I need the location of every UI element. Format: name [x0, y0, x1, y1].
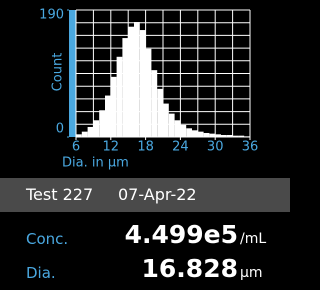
x-tick-label: 12: [103, 140, 120, 155]
histogram-bar: [151, 70, 158, 137]
histogram-bar: [226, 134, 233, 137]
row-unit: /mL: [240, 231, 267, 247]
histogram-bar: [215, 134, 221, 137]
histogram-bar: [174, 120, 181, 137]
x-tick-label: 18: [137, 140, 154, 155]
dia-row: Dia. 16.828 µm: [0, 254, 290, 288]
test-name: Test 227: [26, 185, 94, 204]
histogram-bar: [99, 110, 105, 137]
histogram-bar: [110, 76, 117, 137]
histogram-bar: [180, 124, 187, 137]
y-axis-strip: [69, 10, 76, 137]
histogram-bar: [87, 126, 94, 137]
histogram-bar: [209, 133, 216, 137]
histogram-bar: [116, 56, 123, 137]
histogram-bar: [81, 131, 88, 137]
conc-row: Conc. 4.499e5 /mL: [0, 220, 290, 254]
test-date: 07-Apr-22: [118, 185, 197, 204]
histogram-bar: [203, 132, 210, 137]
x-axis-label: Dia. in µm: [62, 156, 129, 171]
histogram-bar: [157, 88, 163, 137]
histogram-chart: Dia. in µm Count 6 12 18 24 30 36 0 190: [39, 8, 259, 171]
y-axis-label: Count: [51, 53, 66, 92]
histogram-bar: [232, 135, 239, 137]
histogram-bar: [145, 48, 152, 138]
histogram-bar: [122, 38, 129, 137]
histogram-bar: [192, 130, 198, 137]
histogram-bar: [134, 22, 140, 137]
y-tick-label: 0: [56, 122, 64, 137]
device-screen: Dia. in µm Count 6 12 18 24 30 36 0 190 Test 22…: [0, 7, 290, 288]
row-value: 16.828: [141, 254, 238, 283]
x-tick-label: 36: [242, 140, 259, 155]
row-label: Conc.: [26, 230, 69, 248]
row-unit: µm: [240, 265, 263, 281]
histogram-bar: [238, 135, 245, 137]
x-tick-label: 6: [72, 140, 80, 155]
x-tick-label: 30: [207, 140, 224, 155]
histogram-bar: [163, 103, 169, 137]
histogram-bar: [221, 134, 227, 137]
histogram-bar: [186, 128, 192, 137]
y-tick-label: 190: [39, 8, 64, 23]
histogram-bar: [139, 30, 146, 138]
row-label: Dia.: [26, 264, 56, 282]
row-value: 4.499e5: [124, 220, 238, 249]
histogram-bar: [93, 120, 100, 137]
x-tick-label: 24: [172, 140, 189, 155]
histogram-bar: [76, 134, 82, 137]
histogram-bar: [105, 95, 111, 137]
histogram-bar: [244, 136, 250, 137]
test-header: Test 227 07-Apr-22: [0, 178, 290, 212]
histogram-bar: [197, 131, 204, 137]
histogram-bar: [128, 26, 134, 137]
histogram-bar: [168, 113, 175, 137]
